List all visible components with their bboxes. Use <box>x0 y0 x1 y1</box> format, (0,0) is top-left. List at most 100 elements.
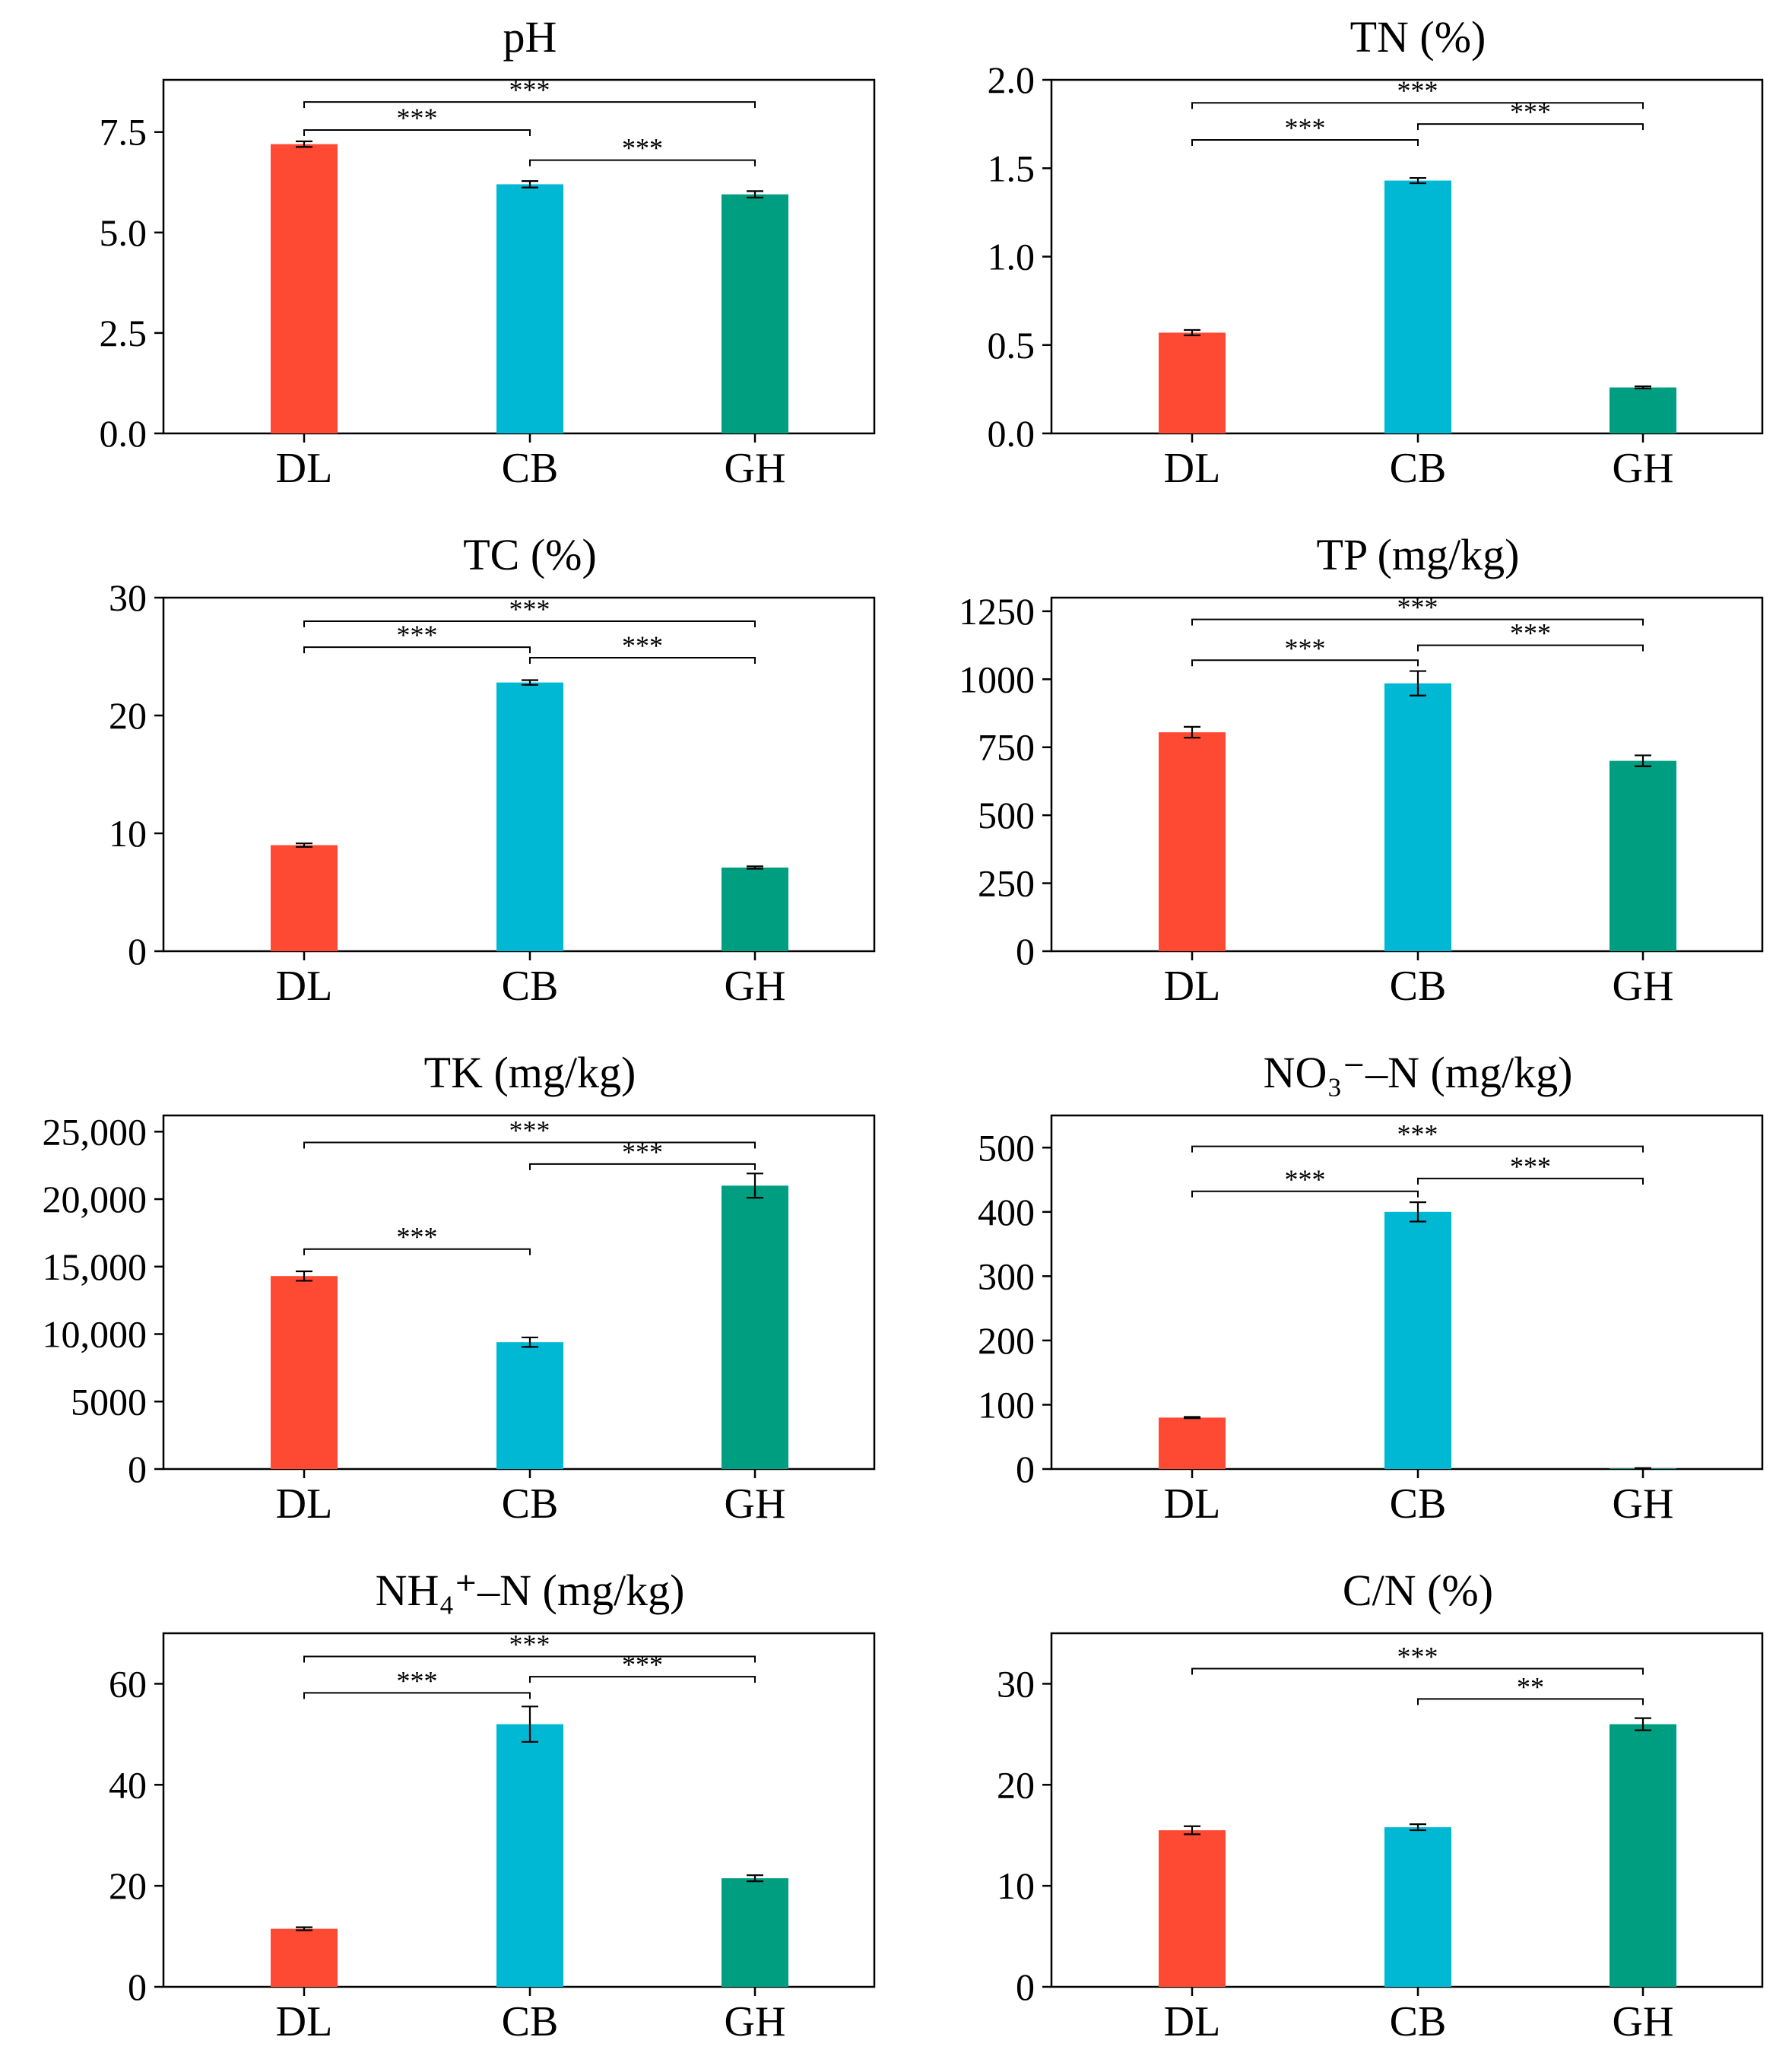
chart-svg: NO₃⁻–N (mg/kg) 0 100 200 300 400 500 DL CB GH *** *… <box>978 1048 1764 1528</box>
significance-bracket <box>1417 1177 1644 1185</box>
significance-bracket <box>1191 139 1419 147</box>
bar-dl <box>1159 732 1226 951</box>
y-tick-label: 30 <box>109 576 147 619</box>
bar-cb <box>496 1342 563 1469</box>
y-tick-label: 10 <box>109 812 147 855</box>
chart-title: TC (%) <box>463 530 597 579</box>
significance-bracket <box>303 101 756 109</box>
significance-label: *** <box>1285 633 1326 663</box>
significance-label: *** <box>1285 1164 1326 1195</box>
y-tick-label: 20 <box>109 1864 147 1907</box>
x-tick-label: GH <box>1613 1998 1674 2045</box>
significance-bracket <box>1417 1698 1644 1706</box>
significance-bracket <box>303 620 756 627</box>
y-tick-label: 0 <box>1016 1448 1035 1490</box>
chart-svg: TN (%) 0.0 0.5 1.0 1.5 2.0 DL CB GH *** *** *** <box>988 12 1764 492</box>
chart-panel-tk: TK (mg/kg) 0 5000 10,000 15,000 20,000 25,000 D… <box>0 1036 888 1553</box>
x-tick-label: GH <box>1613 445 1674 492</box>
chart-title: TK (mg/kg) <box>424 1048 636 1097</box>
significance-bracket <box>529 657 756 665</box>
chart-panel-tn: TN (%) 0.0 0.5 1.0 1.5 2.0 DL CB GH *** *** *** <box>888 0 1776 518</box>
chart-title: pH <box>503 12 557 62</box>
x-tick-label: CB <box>1390 445 1447 492</box>
chart-svg: TK (mg/kg) 0 5000 10,000 15,000 20,000 25,000 D… <box>43 1048 876 1528</box>
y-tick-label: 400 <box>978 1191 1035 1233</box>
bar-dl <box>271 845 338 951</box>
bar-gh <box>1610 387 1676 433</box>
x-tick-label: GH <box>1613 1480 1674 1528</box>
bar-dl <box>271 144 338 433</box>
chart-panel-cn: C/N (%) 0 10 20 30 DL CB GH *** ** <box>888 1553 1776 2071</box>
x-tick-label: CB <box>502 1998 559 2045</box>
significance-label: *** <box>1397 75 1438 106</box>
bar-gh <box>722 1185 788 1469</box>
y-tick-label: 0 <box>128 930 147 973</box>
significance-label: *** <box>397 1665 438 1696</box>
significance-bracket <box>303 1692 531 1699</box>
y-tick-label: 5000 <box>71 1380 147 1423</box>
y-tick-label: 0 <box>128 1966 147 2008</box>
y-tick-label: 0 <box>128 1448 147 1490</box>
significance-bracket <box>1191 102 1644 109</box>
bar-gh <box>722 194 788 433</box>
bar-cb <box>496 682 563 951</box>
x-tick-label: CB <box>1390 1998 1447 2045</box>
bar-gh <box>1610 1724 1676 1987</box>
x-tick-label: CB <box>1390 963 1447 1010</box>
x-tick-label: CB <box>1390 1480 1447 1528</box>
chart-panel-no3: NO₃⁻–N (mg/kg) 0 100 200 300 400 500 DL CB GH *** *… <box>888 1036 1776 1553</box>
y-tick-label: 20 <box>109 694 147 737</box>
bar-gh <box>722 1878 788 1987</box>
y-tick-label: 1000 <box>959 658 1035 700</box>
y-tick-label: 20,000 <box>43 1178 147 1220</box>
significance-label: *** <box>509 1629 550 1660</box>
chart-svg: NH₄⁺–N (mg/kg) 0 20 40 60 DL CB GH *** *** *** <box>109 1566 876 2045</box>
significance-label: *** <box>1397 592 1438 623</box>
significance-bracket <box>1191 659 1419 667</box>
x-tick-label: DL <box>276 445 333 492</box>
x-tick-label: GH <box>725 445 786 492</box>
significance-label: *** <box>1510 1151 1551 1182</box>
x-tick-label: CB <box>502 445 559 492</box>
y-tick-label: 500 <box>978 794 1035 836</box>
significance-bracket <box>1191 1190 1419 1198</box>
y-tick-label: 0 <box>1016 1966 1035 2008</box>
significance-bracket <box>303 1141 756 1149</box>
y-tick-label: 250 <box>978 862 1035 905</box>
significance-label: *** <box>622 133 663 163</box>
significance-bracket <box>303 129 531 137</box>
y-tick-label: 30 <box>997 1662 1035 1705</box>
y-tick-label: 5.0 <box>100 211 147 254</box>
significance-label: *** <box>397 620 438 650</box>
chart-title: NH₄⁺–N (mg/kg) <box>376 1566 685 1615</box>
bar-cb <box>1384 180 1451 433</box>
significance-bracket <box>303 1655 756 1663</box>
x-tick-label: DL <box>1164 1480 1221 1528</box>
significance-bracket <box>303 1248 531 1255</box>
chart-panel-tc: TC (%) 0 10 20 30 DL CB GH *** *** *** <box>0 518 888 1036</box>
significance-label: *** <box>397 103 438 133</box>
chart-svg: TP (mg/kg) 0 250 500 750 1000 1250 DL CB GH *** ***… <box>959 530 1764 1010</box>
significance-label: *** <box>509 594 550 624</box>
chart-svg: TC (%) 0 10 20 30 DL CB GH *** *** *** <box>109 530 876 1010</box>
x-tick-label: DL <box>1164 445 1221 492</box>
y-tick-label: 0.0 <box>100 412 147 455</box>
x-tick-label: GH <box>1613 963 1674 1010</box>
significance-bracket <box>1191 1667 1644 1675</box>
significance-label: *** <box>1397 1119 1438 1150</box>
chart-panel-nh4: NH₄⁺–N (mg/kg) 0 20 40 60 DL CB GH *** *** *** <box>0 1553 888 2071</box>
bar-dl <box>1159 1830 1226 1987</box>
significance-bracket <box>1417 644 1644 652</box>
y-tick-label: 25,000 <box>43 1110 147 1153</box>
chart-title: NO₃⁻–N (mg/kg) <box>1264 1048 1573 1097</box>
significance-label: *** <box>397 1222 438 1252</box>
y-tick-label: 1250 <box>959 590 1035 633</box>
significance-bracket <box>303 646 531 654</box>
x-tick-label: DL <box>1164 963 1221 1010</box>
significance-bracket <box>1417 123 1644 131</box>
y-tick-label: 7.5 <box>100 111 147 154</box>
significance-label: *** <box>1285 113 1326 143</box>
x-tick-label: GH <box>725 1998 786 2045</box>
y-tick-label: 10 <box>997 1864 1035 1907</box>
